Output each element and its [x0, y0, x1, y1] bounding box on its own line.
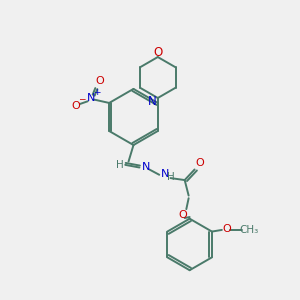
Text: N: N: [87, 93, 95, 103]
Text: O: O: [153, 46, 162, 59]
Text: N: N: [161, 169, 170, 179]
Text: N: N: [142, 162, 150, 172]
Text: CH₃: CH₃: [239, 225, 259, 235]
Text: −: −: [78, 94, 85, 103]
Text: +: +: [93, 88, 101, 97]
Text: O: O: [178, 210, 187, 220]
Text: O: O: [195, 158, 204, 168]
Text: N: N: [148, 95, 156, 108]
Text: O: O: [222, 224, 231, 234]
Text: O: O: [95, 76, 104, 86]
Text: H: H: [167, 172, 174, 182]
Text: H: H: [116, 160, 124, 170]
Text: O: O: [72, 101, 80, 111]
